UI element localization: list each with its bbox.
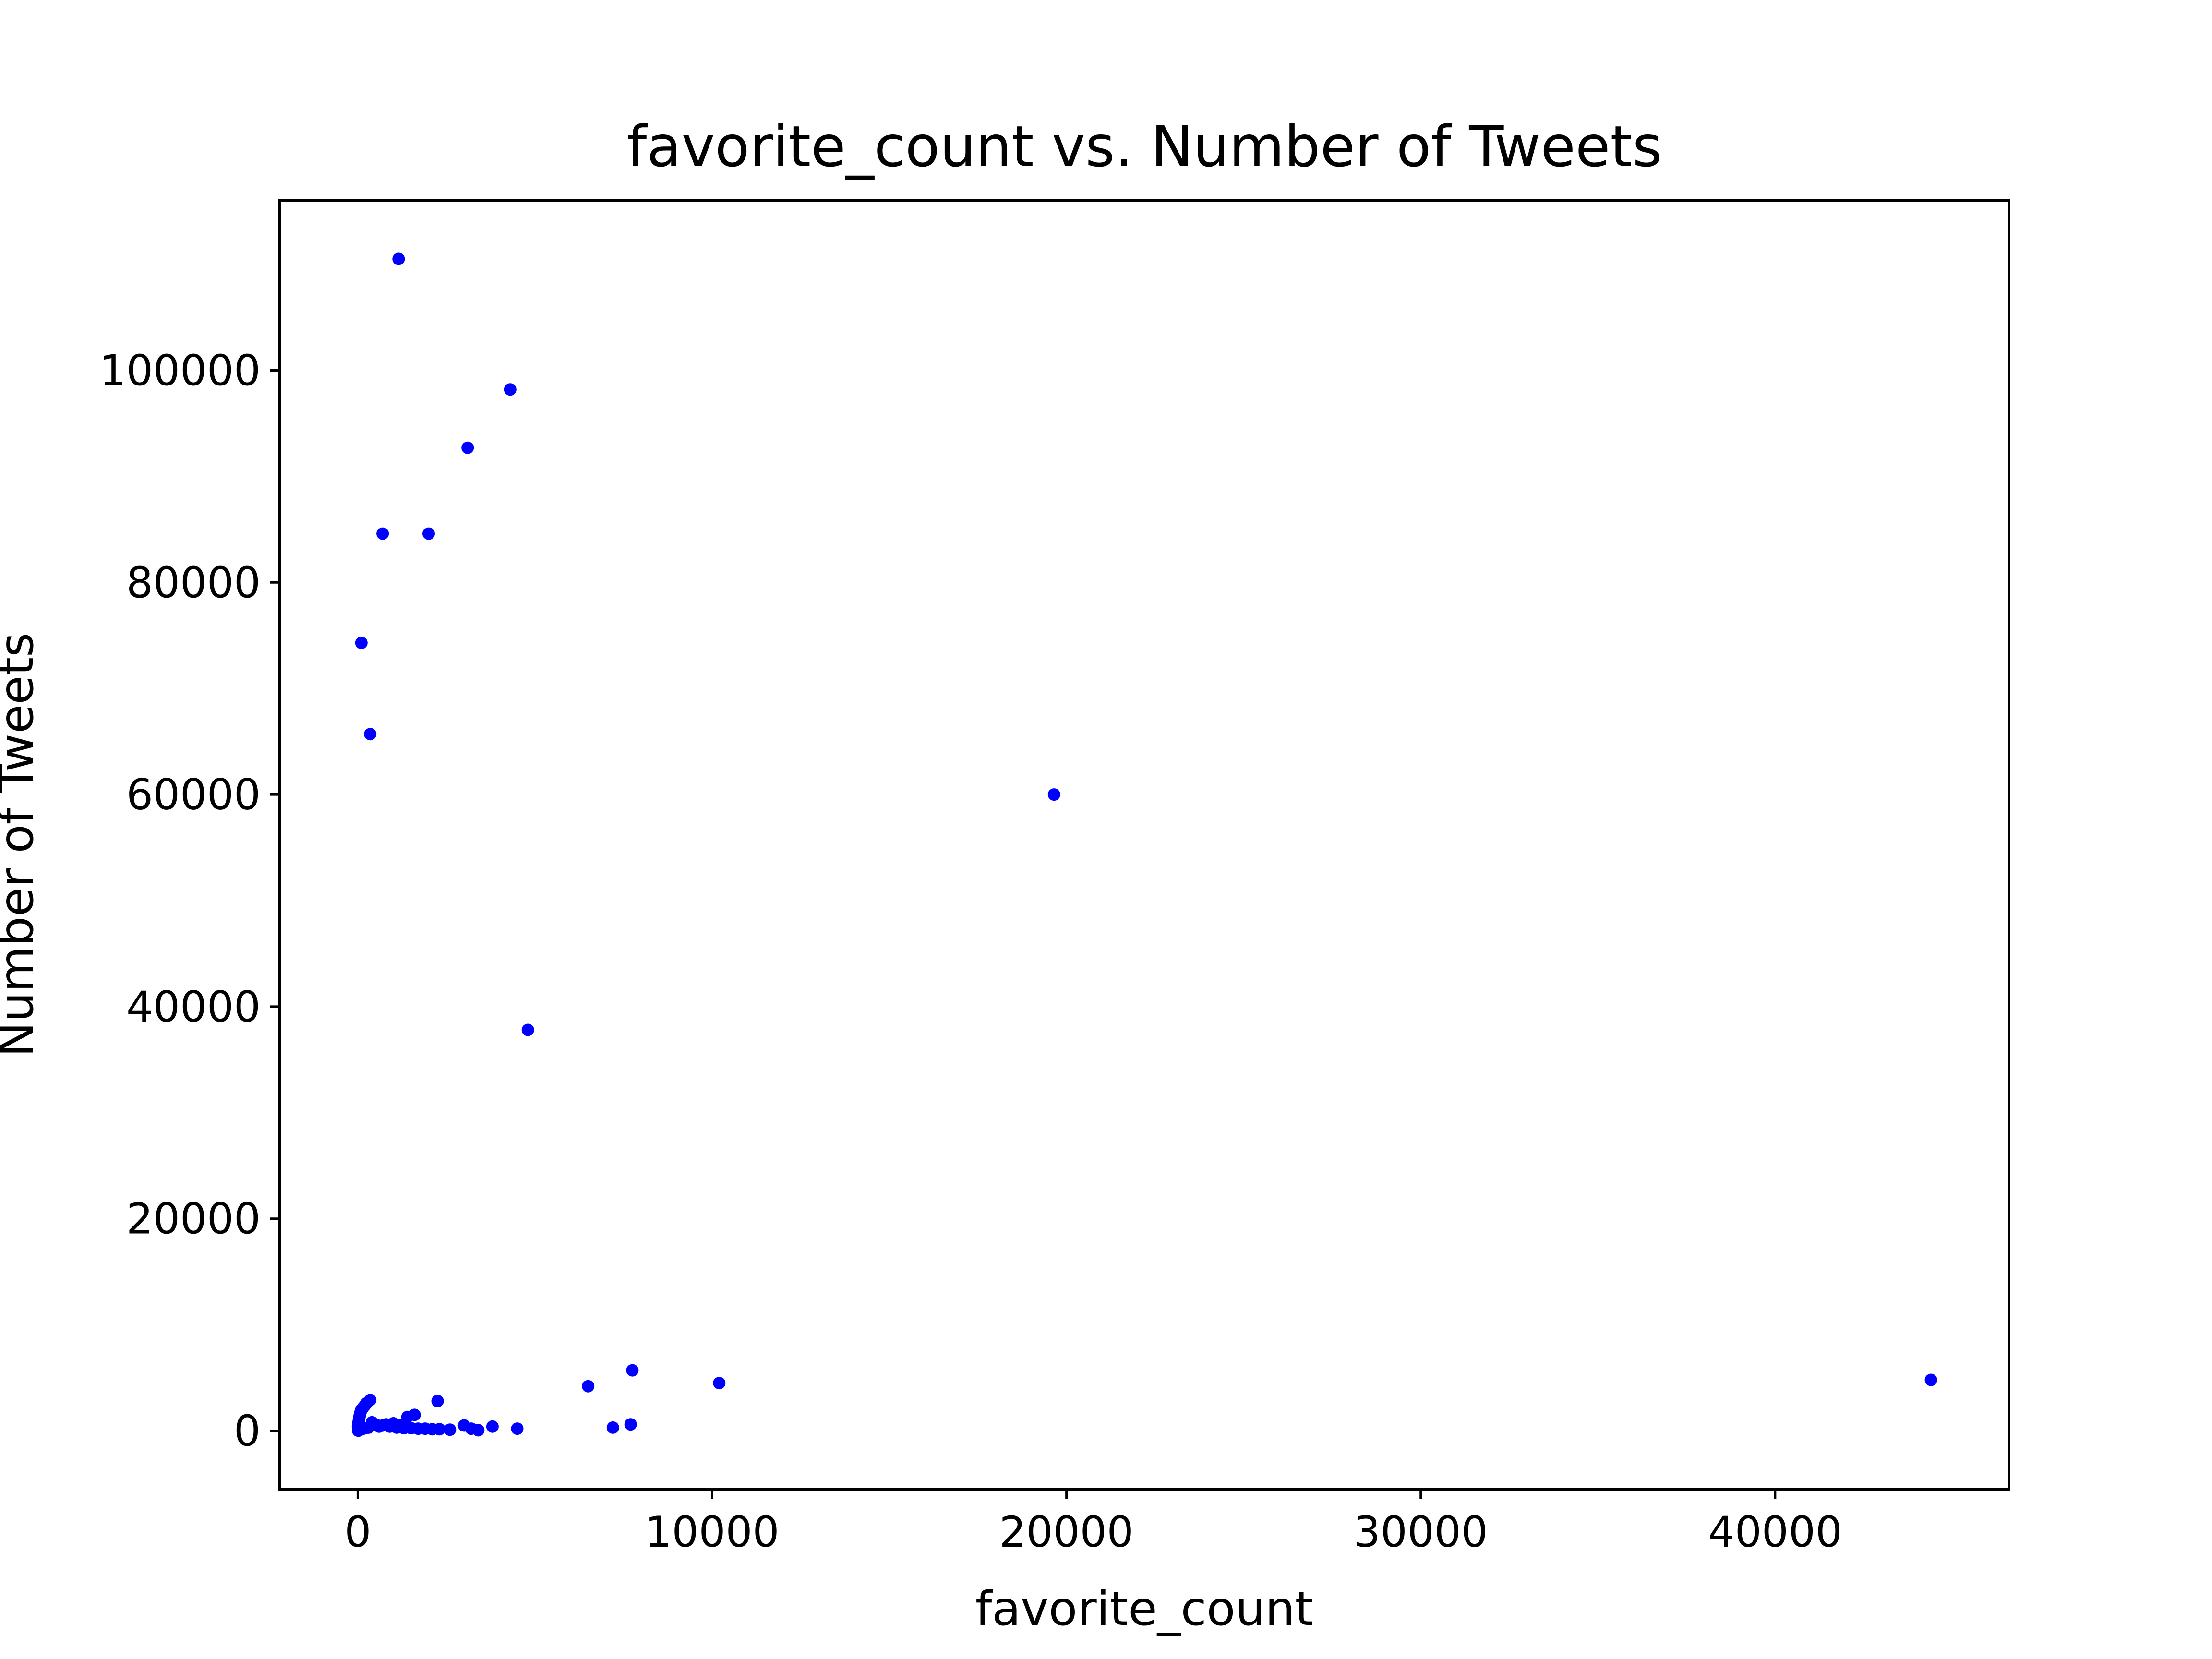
data-point (397, 1422, 410, 1434)
x-axis-label: favorite_count (975, 1582, 1313, 1636)
data-point (392, 252, 405, 265)
data-point (486, 1420, 499, 1433)
data-point (1047, 788, 1060, 801)
data-point (504, 383, 517, 396)
data-point (606, 1421, 619, 1434)
x-tick-label: 0 (344, 1507, 371, 1557)
data-point (376, 527, 389, 540)
x-tick-label: 20000 (999, 1507, 1134, 1557)
y-tick-label: 100000 (99, 346, 261, 395)
y-axis-label: Number of Tweets (0, 633, 44, 1057)
chart-title: favorite_count vs. Number of Tweets (627, 113, 1662, 180)
data-point (713, 1377, 726, 1390)
y-tick-label: 20000 (126, 1194, 261, 1244)
data-point (352, 1424, 365, 1437)
data-point (422, 527, 435, 540)
x-tick-label: 40000 (1708, 1507, 1842, 1557)
x-tick-label: 30000 (1354, 1507, 1488, 1557)
data-point (511, 1422, 524, 1435)
data-point (444, 1423, 457, 1436)
data-point (1924, 1373, 1937, 1386)
data-point (521, 1023, 534, 1036)
data-point (582, 1380, 595, 1393)
data-point (411, 1422, 424, 1435)
y-tick-label: 80000 (126, 558, 261, 607)
data-point (355, 637, 368, 649)
y-tick-label: 40000 (126, 982, 261, 1032)
y-axis-ticks: 0 20000 40000 60000 80000 100000 (99, 346, 280, 1456)
data-point (364, 728, 377, 741)
data-point (624, 1418, 637, 1431)
data-point (426, 1423, 439, 1436)
data-point (401, 1410, 414, 1423)
y-tick-label: 60000 (126, 770, 261, 819)
plot-frame (278, 199, 2010, 1491)
data-point (431, 1395, 444, 1407)
data-point (472, 1424, 485, 1437)
data-point (461, 441, 474, 454)
x-tick-label: 10000 (645, 1507, 780, 1557)
data-points (351, 252, 1937, 1437)
x-axis-ticks: 0 10000 20000 30000 40000 (344, 1489, 1842, 1557)
data-point (626, 1364, 639, 1377)
y-tick-label: 0 (234, 1407, 261, 1456)
